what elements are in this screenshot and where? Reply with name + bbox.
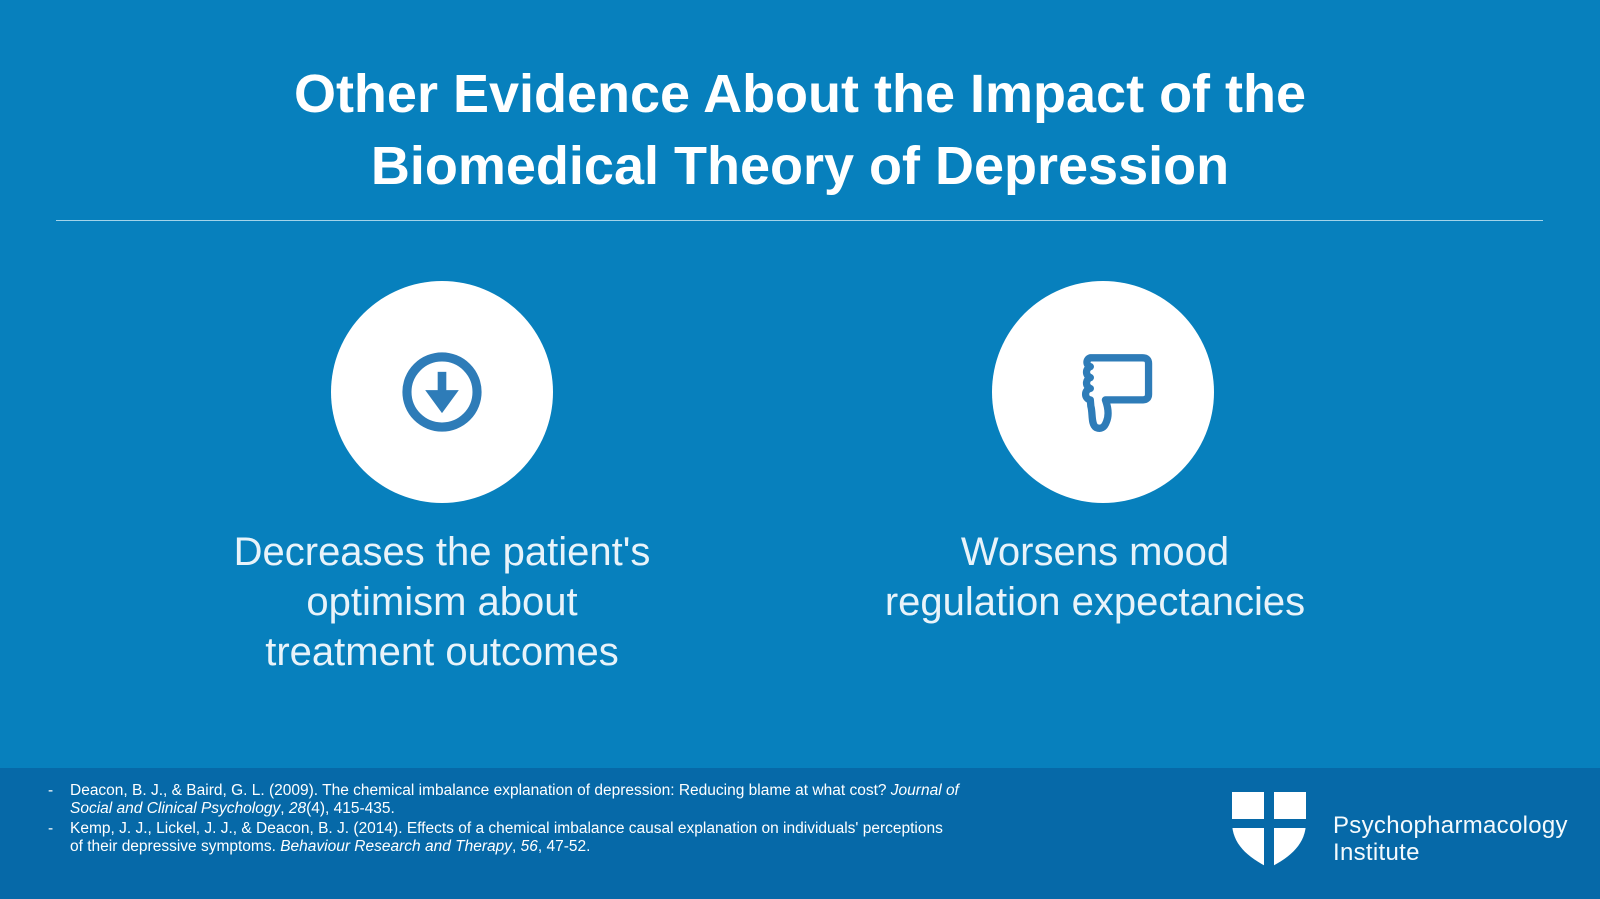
logo-text: Psychopharmacology Institute xyxy=(1333,812,1568,866)
caption-line: optimism about xyxy=(306,580,578,624)
feature-circle-left xyxy=(331,281,553,503)
reference-item: - Kemp, J. J., Lickel, J. J., & Deacon, … xyxy=(48,820,960,856)
caption-line: Decreases the patient's xyxy=(233,530,651,574)
caption-right: Worsens mood regulation expectancies xyxy=(795,527,1395,627)
logo: Psychopharmacology Institute xyxy=(1230,778,1568,888)
caption-line: Worsens mood xyxy=(960,530,1230,574)
thumbs-down-icon xyxy=(1082,354,1153,432)
reference-text: Kemp, J. J., Lickel, J. J., & Deacon, B.… xyxy=(70,820,943,855)
feature-circle-right xyxy=(992,281,1214,503)
reference-text: Deacon, B. J., & Baird, G. L. (2009). Th… xyxy=(70,782,959,817)
reference-item: - Deacon, B. J., & Baird, G. L. (2009). … xyxy=(48,782,960,818)
caption-line: treatment outcomes xyxy=(265,630,619,674)
circle-down-arrow-icon xyxy=(402,352,482,432)
slide-title-line2: Biomedical Theory of Depression xyxy=(370,136,1230,196)
caption-line: regulation expectancies xyxy=(884,580,1306,624)
reference-bullet: - xyxy=(48,782,54,799)
references-list: - Deacon, B. J., & Baird, G. L. (2009). … xyxy=(48,782,960,858)
logo-text-line1: Psychopharmacology xyxy=(1333,812,1568,839)
logo-text-line2: Institute xyxy=(1333,839,1420,866)
shield-logo-icon xyxy=(1230,792,1308,868)
slide-title-line1: Other Evidence About the Impact of the xyxy=(293,64,1307,124)
caption-left: Decreases the patient's optimism about t… xyxy=(142,527,742,677)
slide-title: Other Evidence About the Impact of the B… xyxy=(0,58,1600,202)
reference-bullet: - xyxy=(48,820,54,837)
title-divider xyxy=(56,220,1543,221)
footer: - Deacon, B. J., & Baird, G. L. (2009). … xyxy=(0,768,1600,899)
